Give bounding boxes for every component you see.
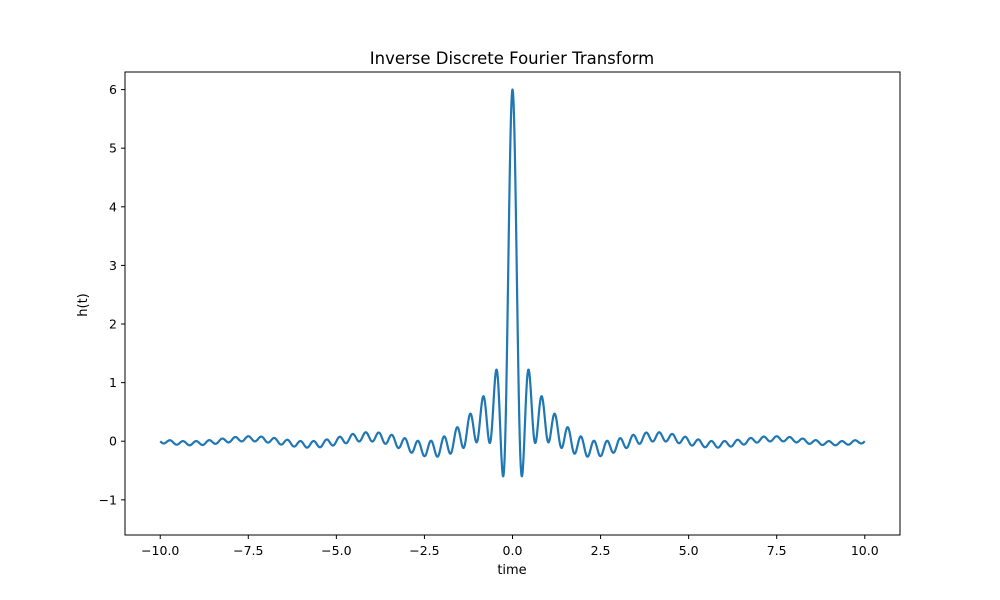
y-tick-label: 6	[109, 82, 117, 97]
x-tick-label: −7.5	[233, 543, 263, 558]
x-tick-label: 5.0	[679, 543, 699, 558]
x-tick-label: −10.0	[141, 543, 179, 558]
y-tick-label: 1	[109, 375, 117, 390]
x-tick-label: 10.0	[851, 543, 879, 558]
y-axis-label: h(t)	[76, 293, 91, 316]
x-tick-label: 2.5	[591, 543, 611, 558]
y-tick-label: 0	[109, 434, 117, 449]
y-tick-label: 4	[109, 199, 117, 214]
plot-frame	[124, 71, 901, 536]
y-tick-label: 5	[109, 141, 117, 156]
y-tick-label: 3	[109, 258, 117, 273]
x-axis-ticks: −10.0 −7.5 −5.0 −2.5 0.0 2.5 5.0 7.5 10.0	[141, 535, 879, 558]
x-tick-label: 0.0	[503, 543, 523, 558]
chart-title: Inverse Discrete Fourier Transform	[370, 49, 655, 68]
x-tick-label: −5.0	[321, 543, 351, 558]
plot-area	[124, 71, 901, 536]
y-axis-ticks: −1 0 1 2 3 4 5 6	[99, 82, 125, 507]
x-tick-label: −2.5	[409, 543, 439, 558]
x-tick-label: 7.5	[767, 543, 787, 558]
x-axis-label: time	[497, 563, 526, 578]
y-tick-label: 2	[109, 317, 117, 332]
y-tick-label: −1	[99, 492, 117, 507]
series-line	[159, 88, 866, 478]
